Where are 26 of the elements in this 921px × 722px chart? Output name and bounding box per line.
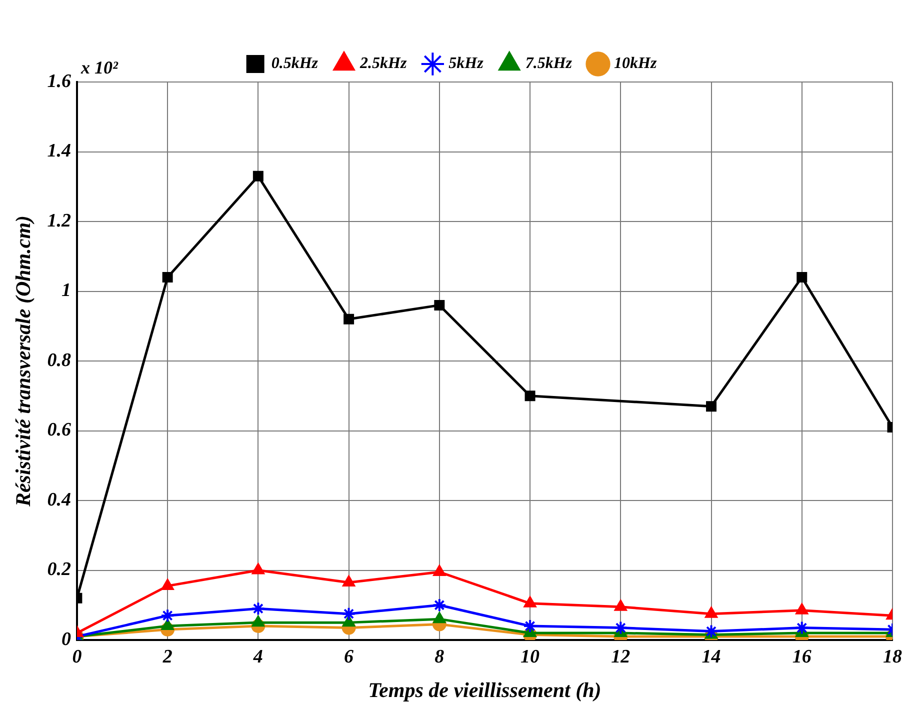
x-tick-label: 6: [344, 646, 354, 668]
x-tick-label: 18: [883, 646, 902, 668]
y-axis-title: Résistivité transversale (Ohm.cm): [11, 215, 36, 508]
y-tick-label: 0.4: [47, 489, 71, 510]
x-tick-label: 10: [520, 646, 540, 668]
legend-label: 7.5kHz: [525, 55, 573, 72]
y-tick-label: 1: [61, 280, 71, 302]
y-tick-label: 0.8: [47, 350, 72, 371]
y-tick-label: 1.2: [47, 210, 72, 232]
x-tick-label: 8: [434, 646, 445, 668]
x-tick-label: 12: [611, 646, 631, 668]
legend-label: 5kHz: [448, 55, 484, 72]
text: x 10²: [80, 58, 118, 78]
x-tick-label: 14: [702, 646, 721, 668]
legend-label: 2.5kHz: [358, 55, 408, 72]
legend-label: 0.5kHz: [271, 55, 319, 72]
x-tick-label: 2: [162, 646, 173, 668]
y-tick-label: 1.4: [47, 140, 71, 162]
y-tick-label: 0.6: [47, 420, 72, 441]
x-tick-label: 16: [792, 646, 812, 668]
legend-label: 10kHz: [614, 55, 658, 72]
x-tick-label: 4: [252, 646, 263, 668]
y-tick-label: 0.2: [47, 559, 72, 580]
y-tick-label: 0: [61, 628, 72, 650]
x-axis-title: Temps de vieillissement (h): [368, 678, 602, 702]
y-tick-label: 1.6: [47, 70, 72, 92]
